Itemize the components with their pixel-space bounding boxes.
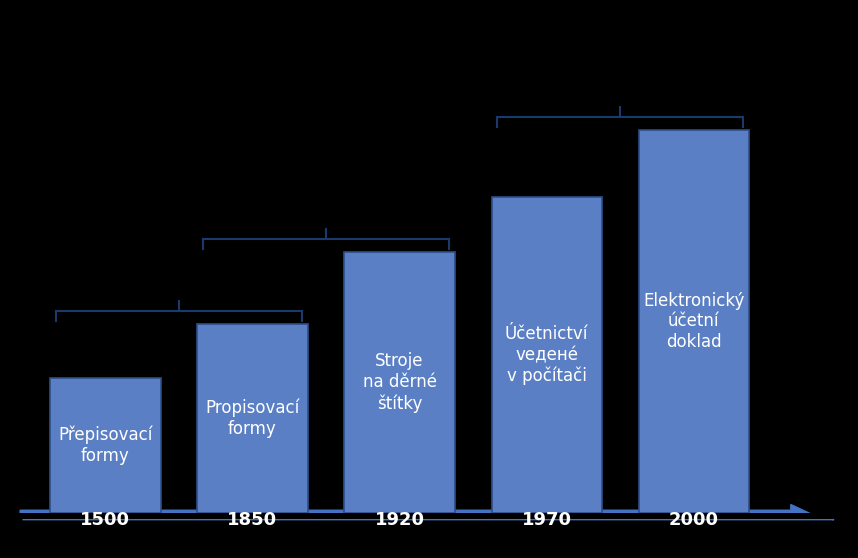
FancyBboxPatch shape xyxy=(344,252,455,513)
Text: 1920: 1920 xyxy=(375,511,425,528)
FancyBboxPatch shape xyxy=(492,198,601,513)
FancyBboxPatch shape xyxy=(51,378,160,513)
Text: Přepisovací
formy: Přepisovací formy xyxy=(58,426,153,465)
Text: 1500: 1500 xyxy=(81,511,130,528)
Text: Propisovací
formy: Propisovací formy xyxy=(205,399,299,438)
FancyBboxPatch shape xyxy=(197,324,308,513)
Text: Elektronický
účetní
doklad: Elektronický účetní doklad xyxy=(643,292,745,352)
Text: Stroje
na děrné
štítky: Stroje na děrné štítky xyxy=(363,352,437,412)
Text: 2000: 2000 xyxy=(668,511,719,528)
Text: 1970: 1970 xyxy=(522,511,571,528)
Text: Účetnictví
veденé
v počítači: Účetnictví veденé v počítači xyxy=(505,325,589,386)
Text: 1850: 1850 xyxy=(227,511,277,528)
FancyBboxPatch shape xyxy=(638,129,749,513)
FancyArrow shape xyxy=(20,504,823,535)
